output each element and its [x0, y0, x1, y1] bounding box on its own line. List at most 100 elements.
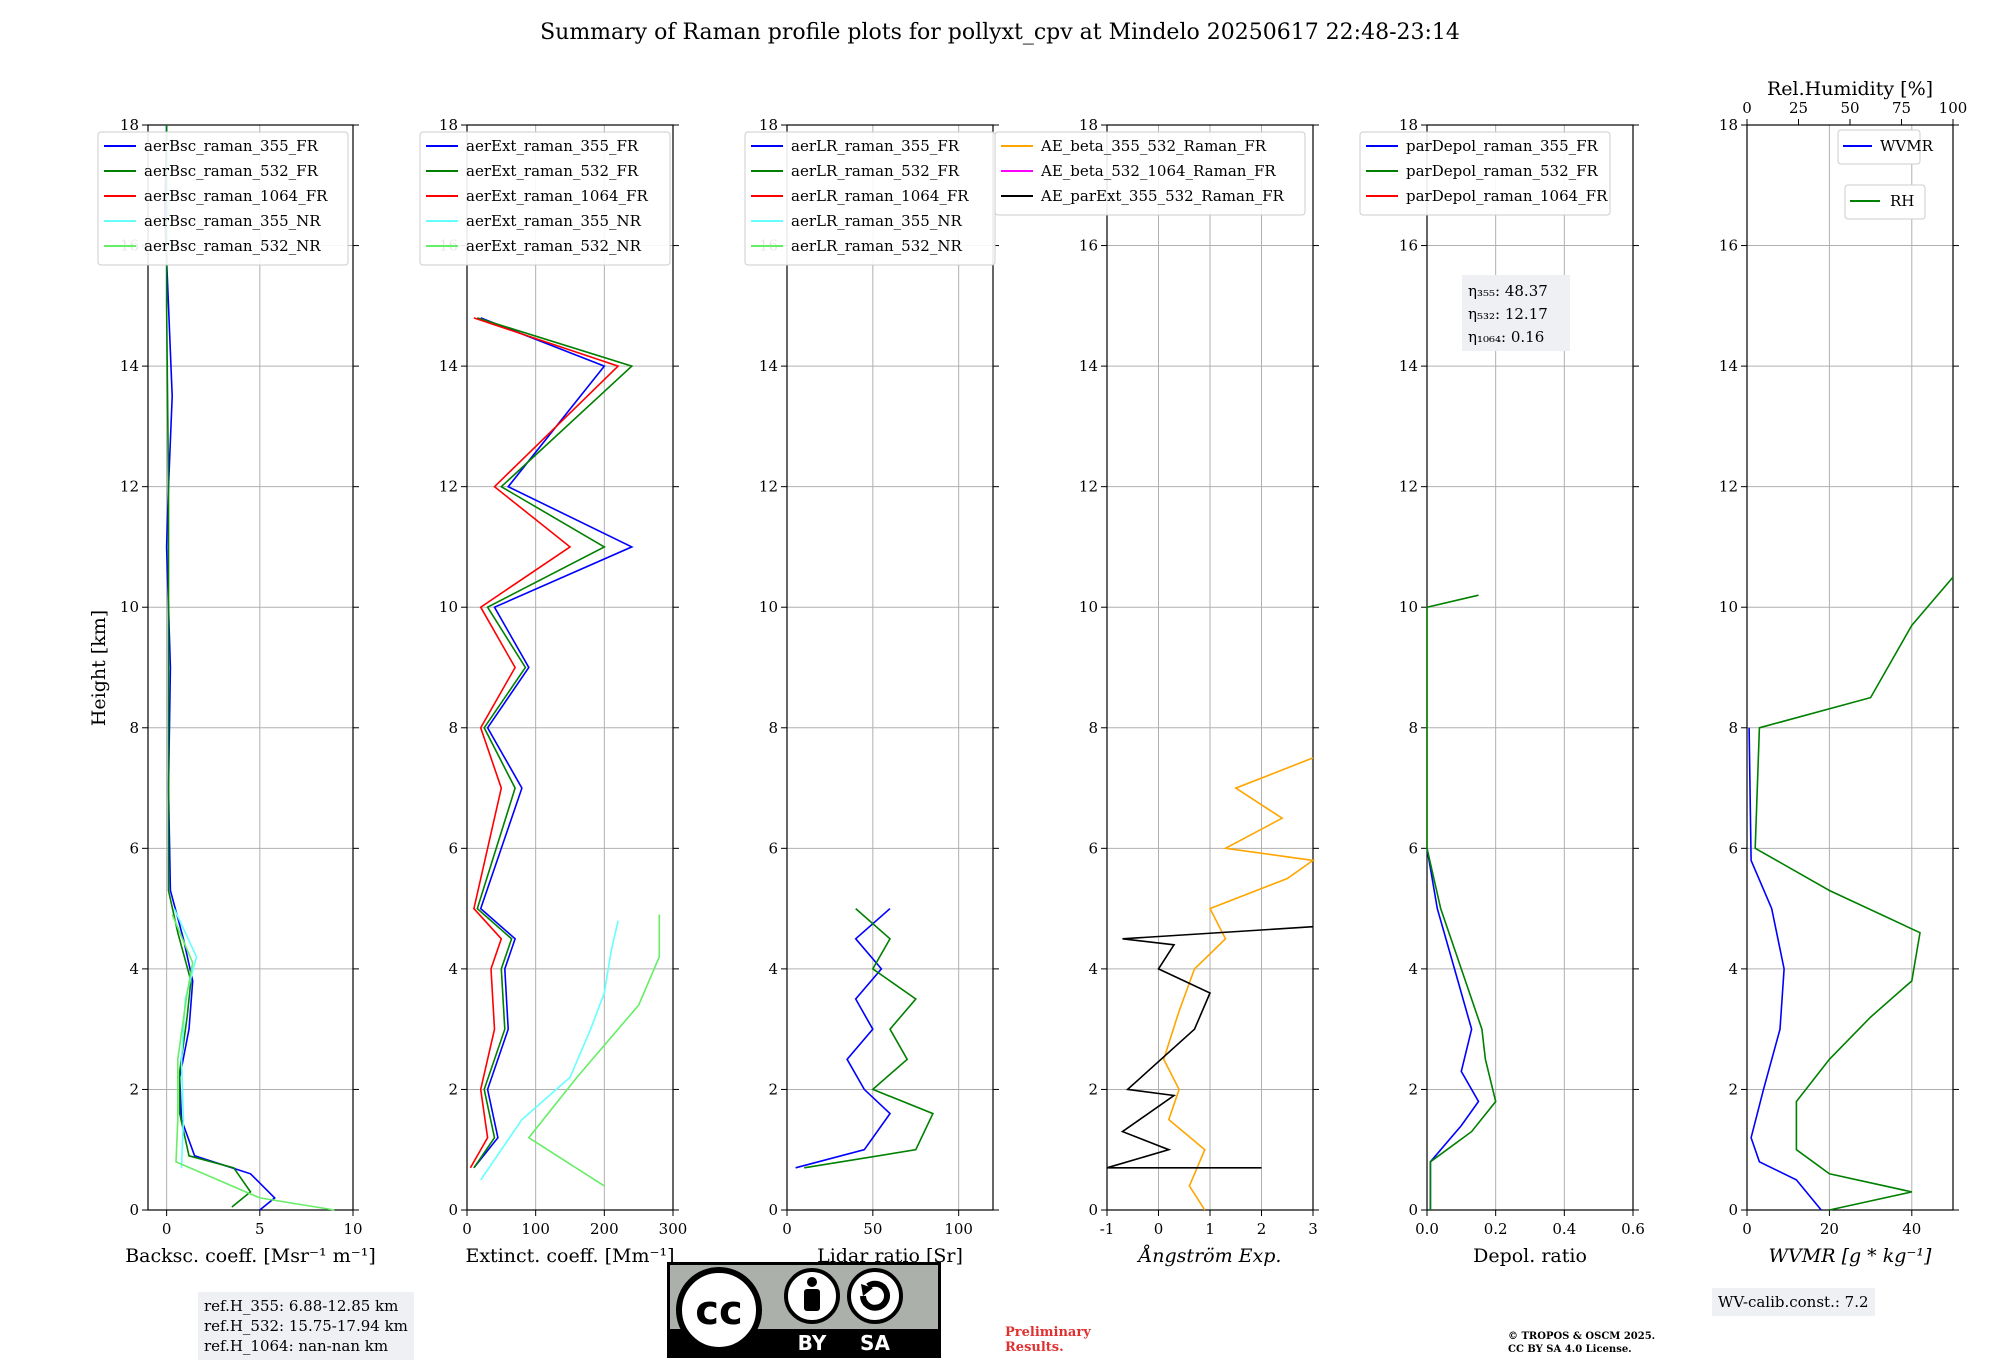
preliminary-note: Preliminary Results.	[1005, 1325, 1091, 1355]
y-tick-label: 18	[1079, 116, 1098, 134]
y-tick-label: 2	[129, 1080, 139, 1098]
preliminary-line2: Results.	[1005, 1340, 1064, 1355]
series-line-aerLR_raman_532_FR	[804, 907, 934, 1169]
y-tick-label: 4	[768, 960, 778, 978]
series-line-aerExt_raman_355_NR	[480, 920, 619, 1181]
legend-label: aerBsc_raman_532_NR	[144, 237, 321, 255]
x-tick-label: 0	[162, 1220, 172, 1238]
series-line-AE_parExt_355_532_Raman_FR	[1106, 925, 1314, 1169]
eta-line2: η₅₃₂: 12.17	[1468, 305, 1548, 323]
series-line-AE_beta_355_532_Raman_FR	[1162, 757, 1316, 1211]
y-tick-label: 10	[759, 598, 778, 616]
legend-label: aerBsc_raman_355_FR	[144, 137, 319, 155]
reference-height-box: ref.H_355: 6.88-12.85 km ref.H_532: 15.7…	[198, 1292, 414, 1360]
legend-box	[97, 131, 349, 266]
y-axis-label: Height [km]	[88, 610, 110, 726]
x-axis-label: Depol. ratio	[1473, 1245, 1587, 1267]
legend-box	[419, 131, 671, 266]
x-tick-label: 0	[1154, 1220, 1164, 1238]
x-tick-label: 10	[343, 1220, 362, 1238]
wv-calib-const: WV-calib.const.: 7.2	[1718, 1293, 1869, 1311]
legend-label: parDepol_raman_355_FR	[1406, 137, 1599, 155]
legend-label: aerLR_raman_1064_FR	[791, 187, 969, 205]
series-line-WVMR	[1748, 727, 1822, 1211]
legend-box	[1359, 131, 1611, 216]
y-tick-label: 8	[1728, 719, 1738, 737]
legend-label: AE_beta_355_532_Raman_FR	[1040, 137, 1267, 155]
y-tick-label: 6	[129, 839, 139, 857]
x-tick-label: 100	[521, 1220, 550, 1238]
y-tick-label: 16	[1079, 237, 1098, 255]
x-axis-label: Backsc. coeff. [Msr⁻¹ m⁻¹]	[125, 1245, 376, 1267]
rh-tick-label: 100	[1939, 99, 1968, 117]
y-tick-label: 10	[439, 598, 458, 616]
legend-label: aerExt_raman_532_NR	[466, 237, 642, 255]
y-tick-label: 14	[1719, 357, 1738, 375]
x-tick-label: 1	[1205, 1220, 1215, 1238]
y-tick-label: 2	[448, 1080, 458, 1098]
series-line-aerExt_raman_355_FR	[473, 317, 634, 1169]
legend-label: parDepol_raman_1064_FR	[1406, 187, 1608, 205]
legend-label: AE_beta_532_1064_Raman_FR	[1040, 162, 1276, 180]
x-tick-label: 0.0	[1415, 1220, 1439, 1238]
y-tick-label: 0	[448, 1201, 458, 1219]
legend-label: aerExt_raman_532_FR	[466, 162, 639, 180]
series-line-aerExt_raman_1064_FR	[469, 317, 620, 1169]
series-line-aerExt_raman_532_NR	[527, 914, 661, 1187]
eta-line3: η₁₀₆₄: 0.16	[1468, 328, 1544, 346]
eta-line1: η₃₅₅: 48.37	[1468, 282, 1548, 300]
x-tick-label: 40	[1902, 1220, 1921, 1238]
y-tick-label: 10	[1399, 598, 1418, 616]
y-tick-label: 12	[759, 478, 778, 496]
y-tick-label: 12	[120, 478, 139, 496]
copyright-note: © TROPOS & OSCM 2025. CC BY SA 4.0 Licen…	[1508, 1330, 1655, 1356]
x-tick-label: 0	[782, 1220, 792, 1238]
series-line-aerBsc_raman_355_NR	[173, 908, 198, 1168]
rh-tick-label: 75	[1892, 99, 1911, 117]
y-tick-label: 6	[768, 839, 778, 857]
legend-label: aerExt_raman_1064_FR	[466, 187, 648, 205]
series-line-aerBsc_raman_355_FR	[163, 124, 276, 1211]
series-line-parDepol_raman_532_FR	[1426, 594, 1497, 1210]
y-tick-label: 6	[1408, 839, 1418, 857]
series-line-aerExt_raman_532_FR	[473, 317, 634, 1169]
cc-text: cc	[695, 1288, 742, 1334]
y-tick-label: 18	[759, 116, 778, 134]
legend-label: RH	[1890, 192, 1914, 210]
y-tick-label: 0	[768, 1201, 778, 1219]
y-tick-label: 12	[1399, 478, 1418, 496]
x-tick-label: 2	[1257, 1220, 1267, 1238]
y-tick-label: 8	[129, 719, 139, 737]
x-tick-label: 300	[659, 1220, 688, 1238]
series-line-RH	[1754, 576, 1954, 1211]
legend-label: aerExt_raman_355_FR	[466, 137, 639, 155]
y-tick-label: 4	[129, 960, 139, 978]
x-tick-label: 3	[1308, 1220, 1318, 1238]
y-tick-label: 4	[1728, 960, 1738, 978]
y-tick-label: 18	[1399, 116, 1418, 134]
x-tick-label: 200	[590, 1220, 619, 1238]
x-tick-label: 50	[863, 1220, 882, 1238]
series-line-aerLR_raman_355_FR	[795, 907, 892, 1169]
legend-label: aerBsc_raman_532_FR	[144, 162, 319, 180]
y-tick-label: 8	[448, 719, 458, 737]
rh-tick-label: 50	[1840, 99, 1859, 117]
rh-tick-label: 0	[1742, 99, 1752, 117]
y-tick-label: 0	[129, 1201, 139, 1219]
legend-label: aerLR_raman_532_FR	[791, 162, 960, 180]
axes-frame	[147, 124, 354, 1211]
series-line-parDepol_raman_355_FR	[1426, 848, 1480, 1210]
legend-box	[994, 131, 1306, 216]
y-tick-label: 10	[1719, 598, 1738, 616]
legend-box-wvmr	[1837, 129, 1921, 165]
y-tick-label: 14	[759, 357, 778, 375]
y-tick-label: 2	[1728, 1080, 1738, 1098]
x-tick-label: 0	[462, 1220, 472, 1238]
y-tick-label: 18	[439, 116, 458, 134]
sa-label: SA	[860, 1331, 890, 1355]
legend-label: aerLR_raman_532_NR	[791, 237, 962, 255]
x-tick-label: -1	[1100, 1220, 1115, 1238]
y-tick-label: 16	[1399, 237, 1418, 255]
cc-circle	[676, 1267, 762, 1353]
